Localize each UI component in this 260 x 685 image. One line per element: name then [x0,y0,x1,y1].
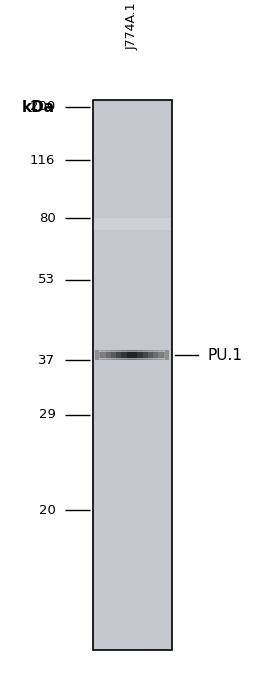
Text: J774A.1: J774A.1 [126,2,139,50]
Bar [99,358,165,359]
Bar [99,349,165,350]
Bar [100,350,106,360]
Bar [93,218,172,230]
Bar [99,358,165,360]
Bar [148,350,153,360]
Bar [99,349,165,351]
Bar [158,350,164,360]
Text: 29: 29 [38,408,55,421]
Bar [142,350,148,360]
Bar [99,359,165,360]
Text: 20: 20 [38,503,55,516]
Text: kDa: kDa [22,101,55,116]
Text: 200: 200 [30,101,55,114]
Bar [99,351,165,352]
Bar [111,350,116,360]
Bar [95,350,100,360]
Bar [153,350,158,360]
Bar [99,359,165,360]
Text: 80: 80 [39,212,55,225]
Bar [106,350,111,360]
Bar [93,100,172,650]
Text: 37: 37 [38,353,55,366]
Bar [99,350,165,351]
Bar [137,350,142,360]
Bar [99,350,165,351]
Bar [132,350,137,360]
Bar [93,100,172,650]
Bar [121,350,127,360]
Text: PU.1: PU.1 [207,347,243,362]
Bar [127,350,132,360]
Bar [116,350,121,360]
Bar [99,360,165,361]
Bar [99,360,165,361]
Text: 116: 116 [30,153,55,166]
Text: 53: 53 [38,273,55,286]
Bar [99,351,165,352]
Bar [164,350,169,360]
